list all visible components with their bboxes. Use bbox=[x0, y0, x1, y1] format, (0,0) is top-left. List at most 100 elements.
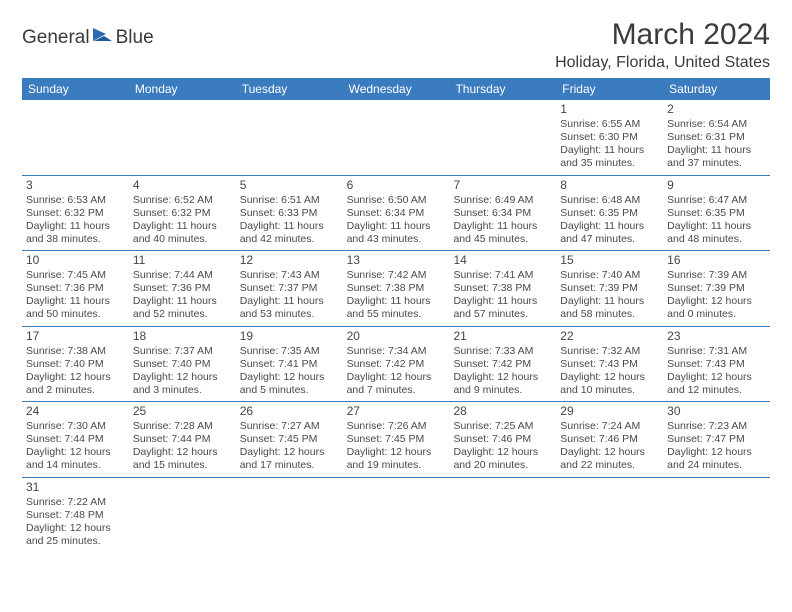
day-number: 14 bbox=[453, 253, 552, 268]
weekday-friday: Friday bbox=[556, 78, 663, 100]
sunrise-line: Sunrise: 7:34 AM bbox=[347, 345, 446, 358]
daylight-line: Daylight: 11 hours and 52 minutes. bbox=[133, 295, 232, 321]
week-row: 24Sunrise: 7:30 AMSunset: 7:44 PMDayligh… bbox=[22, 402, 770, 478]
daylight-line: Daylight: 12 hours and 25 minutes. bbox=[26, 522, 125, 548]
day-number: 13 bbox=[347, 253, 446, 268]
sunrise-line: Sunrise: 7:23 AM bbox=[667, 420, 766, 433]
empty-cell bbox=[556, 478, 663, 553]
sunset-line: Sunset: 7:41 PM bbox=[240, 358, 339, 371]
week-row: 31Sunrise: 7:22 AMSunset: 7:48 PMDayligh… bbox=[22, 478, 770, 553]
daylight-line: Daylight: 11 hours and 37 minutes. bbox=[667, 144, 766, 170]
sunrise-line: Sunrise: 7:43 AM bbox=[240, 269, 339, 282]
day-cell: 13Sunrise: 7:42 AMSunset: 7:38 PMDayligh… bbox=[343, 251, 450, 326]
day-number: 2 bbox=[667, 102, 766, 117]
day-cell: 20Sunrise: 7:34 AMSunset: 7:42 PMDayligh… bbox=[343, 327, 450, 402]
sunrise-line: Sunrise: 6:49 AM bbox=[453, 194, 552, 207]
day-number: 8 bbox=[560, 178, 659, 193]
daylight-line: Daylight: 11 hours and 50 minutes. bbox=[26, 295, 125, 321]
sunrise-line: Sunrise: 7:44 AM bbox=[133, 269, 232, 282]
sunset-line: Sunset: 6:33 PM bbox=[240, 207, 339, 220]
sunset-line: Sunset: 7:39 PM bbox=[667, 282, 766, 295]
sunrise-line: Sunrise: 7:40 AM bbox=[560, 269, 659, 282]
day-number: 25 bbox=[133, 404, 232, 419]
empty-cell bbox=[22, 100, 129, 175]
weeks-container: 1Sunrise: 6:55 AMSunset: 6:30 PMDaylight… bbox=[22, 100, 770, 552]
day-cell: 1Sunrise: 6:55 AMSunset: 6:30 PMDaylight… bbox=[556, 100, 663, 175]
sunrise-line: Sunrise: 7:31 AM bbox=[667, 345, 766, 358]
sunset-line: Sunset: 6:32 PM bbox=[26, 207, 125, 220]
day-number: 10 bbox=[26, 253, 125, 268]
day-cell: 11Sunrise: 7:44 AMSunset: 7:36 PMDayligh… bbox=[129, 251, 236, 326]
sunset-line: Sunset: 7:44 PM bbox=[133, 433, 232, 446]
empty-cell bbox=[449, 478, 556, 553]
weekday-tuesday: Tuesday bbox=[236, 78, 343, 100]
day-number: 22 bbox=[560, 329, 659, 344]
daylight-line: Daylight: 11 hours and 35 minutes. bbox=[560, 144, 659, 170]
daylight-line: Daylight: 12 hours and 7 minutes. bbox=[347, 371, 446, 397]
weekday-monday: Monday bbox=[129, 78, 236, 100]
day-number: 6 bbox=[347, 178, 446, 193]
header: General Blue March 2024 Holiday, Florida… bbox=[22, 18, 770, 72]
week-row: 1Sunrise: 6:55 AMSunset: 6:30 PMDaylight… bbox=[22, 100, 770, 176]
day-number: 12 bbox=[240, 253, 339, 268]
daylight-line: Daylight: 11 hours and 53 minutes. bbox=[240, 295, 339, 321]
day-cell: 28Sunrise: 7:25 AMSunset: 7:46 PMDayligh… bbox=[449, 402, 556, 477]
sunset-line: Sunset: 7:47 PM bbox=[667, 433, 766, 446]
sunset-line: Sunset: 7:40 PM bbox=[133, 358, 232, 371]
daylight-line: Daylight: 12 hours and 0 minutes. bbox=[667, 295, 766, 321]
month-title: March 2024 bbox=[555, 18, 770, 52]
daylight-line: Daylight: 11 hours and 55 minutes. bbox=[347, 295, 446, 321]
day-cell: 21Sunrise: 7:33 AMSunset: 7:42 PMDayligh… bbox=[449, 327, 556, 402]
day-cell: 14Sunrise: 7:41 AMSunset: 7:38 PMDayligh… bbox=[449, 251, 556, 326]
sunrise-line: Sunrise: 7:26 AM bbox=[347, 420, 446, 433]
sunset-line: Sunset: 7:37 PM bbox=[240, 282, 339, 295]
sunset-line: Sunset: 7:42 PM bbox=[453, 358, 552, 371]
weekday-header: SundayMondayTuesdayWednesdayThursdayFrid… bbox=[22, 78, 770, 100]
flag-icon bbox=[92, 26, 114, 49]
day-cell: 17Sunrise: 7:38 AMSunset: 7:40 PMDayligh… bbox=[22, 327, 129, 402]
empty-cell bbox=[449, 100, 556, 175]
day-number: 27 bbox=[347, 404, 446, 419]
daylight-line: Daylight: 12 hours and 19 minutes. bbox=[347, 446, 446, 472]
sunset-line: Sunset: 7:40 PM bbox=[26, 358, 125, 371]
daylight-line: Daylight: 11 hours and 58 minutes. bbox=[560, 295, 659, 321]
weekday-thursday: Thursday bbox=[449, 78, 556, 100]
day-cell: 24Sunrise: 7:30 AMSunset: 7:44 PMDayligh… bbox=[22, 402, 129, 477]
week-row: 17Sunrise: 7:38 AMSunset: 7:40 PMDayligh… bbox=[22, 327, 770, 403]
sunset-line: Sunset: 7:38 PM bbox=[347, 282, 446, 295]
sunrise-line: Sunrise: 6:55 AM bbox=[560, 118, 659, 131]
day-number: 19 bbox=[240, 329, 339, 344]
day-cell: 3Sunrise: 6:53 AMSunset: 6:32 PMDaylight… bbox=[22, 176, 129, 251]
day-cell: 19Sunrise: 7:35 AMSunset: 7:41 PMDayligh… bbox=[236, 327, 343, 402]
sunrise-line: Sunrise: 7:22 AM bbox=[26, 496, 125, 509]
daylight-line: Daylight: 11 hours and 40 minutes. bbox=[133, 220, 232, 246]
week-row: 3Sunrise: 6:53 AMSunset: 6:32 PMDaylight… bbox=[22, 176, 770, 252]
day-cell: 8Sunrise: 6:48 AMSunset: 6:35 PMDaylight… bbox=[556, 176, 663, 251]
day-number: 1 bbox=[560, 102, 659, 117]
day-number: 30 bbox=[667, 404, 766, 419]
day-number: 18 bbox=[133, 329, 232, 344]
day-cell: 6Sunrise: 6:50 AMSunset: 6:34 PMDaylight… bbox=[343, 176, 450, 251]
brand-text-2: Blue bbox=[116, 27, 154, 49]
day-cell: 15Sunrise: 7:40 AMSunset: 7:39 PMDayligh… bbox=[556, 251, 663, 326]
daylight-line: Daylight: 12 hours and 17 minutes. bbox=[240, 446, 339, 472]
day-number: 9 bbox=[667, 178, 766, 193]
sunset-line: Sunset: 7:36 PM bbox=[26, 282, 125, 295]
daylight-line: Daylight: 12 hours and 9 minutes. bbox=[453, 371, 552, 397]
day-cell: 7Sunrise: 6:49 AMSunset: 6:34 PMDaylight… bbox=[449, 176, 556, 251]
daylight-line: Daylight: 11 hours and 57 minutes. bbox=[453, 295, 552, 321]
sunrise-line: Sunrise: 6:50 AM bbox=[347, 194, 446, 207]
sunset-line: Sunset: 7:48 PM bbox=[26, 509, 125, 522]
sunset-line: Sunset: 7:46 PM bbox=[453, 433, 552, 446]
sunrise-line: Sunrise: 7:37 AM bbox=[133, 345, 232, 358]
sunset-line: Sunset: 7:45 PM bbox=[240, 433, 339, 446]
empty-cell bbox=[236, 478, 343, 553]
weekday-sunday: Sunday bbox=[22, 78, 129, 100]
sunset-line: Sunset: 7:39 PM bbox=[560, 282, 659, 295]
day-cell: 12Sunrise: 7:43 AMSunset: 7:37 PMDayligh… bbox=[236, 251, 343, 326]
weekday-saturday: Saturday bbox=[663, 78, 770, 100]
day-number: 15 bbox=[560, 253, 659, 268]
sunrise-line: Sunrise: 6:54 AM bbox=[667, 118, 766, 131]
sunrise-line: Sunrise: 7:45 AM bbox=[26, 269, 125, 282]
sunset-line: Sunset: 7:38 PM bbox=[453, 282, 552, 295]
